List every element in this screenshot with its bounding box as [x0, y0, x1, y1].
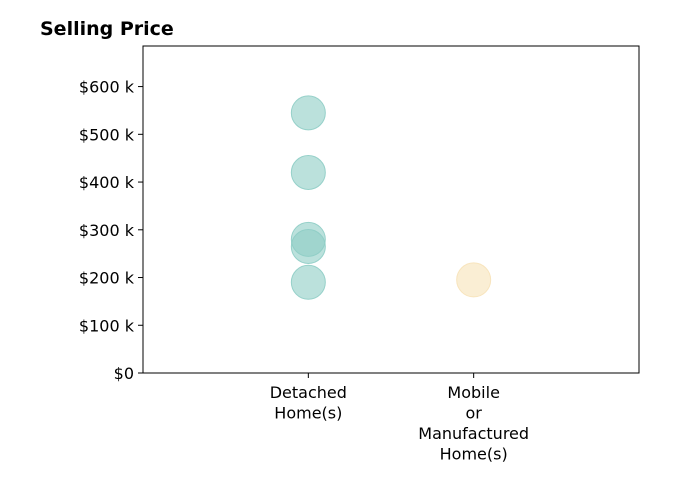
y-tick-label: $300 k [79, 221, 135, 240]
data-point [290, 228, 326, 264]
y-tick-label: $0 [114, 364, 134, 383]
data-point [290, 155, 326, 191]
chart-title: Selling Price [40, 18, 174, 40]
y-tick-label: $100 k [79, 316, 135, 335]
plot-frame [142, 45, 640, 374]
x-tick-label: Mobile or Manufactured Home(s) [418, 383, 529, 464]
data-point [290, 95, 326, 131]
x-tick-label: Detached Home(s) [270, 383, 347, 423]
y-tick-label: $600 k [79, 78, 135, 97]
y-tick-label: $200 k [79, 269, 135, 288]
data-point [456, 262, 492, 298]
y-tick-label: $500 k [79, 125, 135, 144]
y-tick-label: $400 k [79, 173, 135, 192]
plot-area: $0 $100 k $200 k $300 k $400 k $500 k $600 k De… [79, 45, 640, 464]
data-point [290, 264, 326, 300]
